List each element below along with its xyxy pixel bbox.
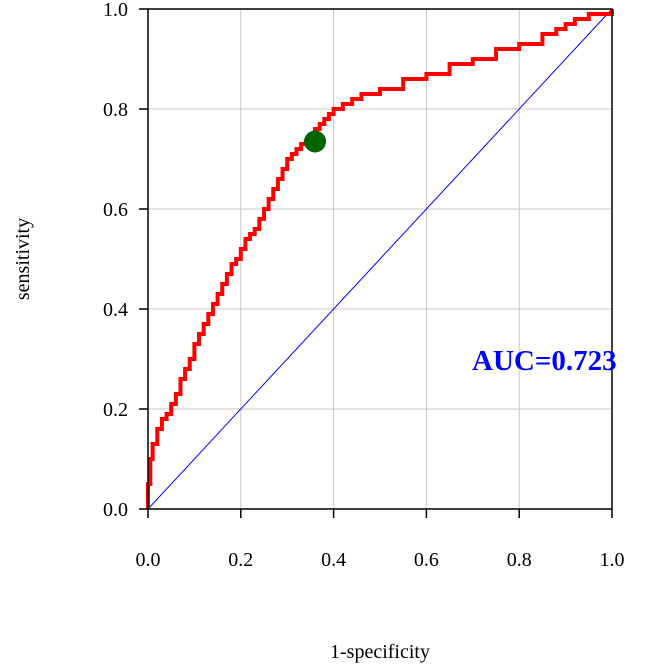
cutoff-point-layer — [304, 130, 327, 153]
diagonal-reference-line — [147, 8, 613, 510]
plot-area-border — [147, 8, 613, 510]
y-tick-label-5: 1.0 — [103, 0, 128, 21]
auc-annotation: AUC=0.723 — [472, 345, 617, 377]
roc-curve-layer — [146, 9, 614, 509]
x-tick-label-1: 0.2 — [228, 549, 253, 571]
y-tick-label-2: 0.4 — [103, 299, 128, 321]
y-tick-label-4: 0.8 — [103, 99, 128, 121]
y-tick-label-1: 0.2 — [103, 399, 128, 421]
y-axis-ticks: 0.0 0.2 0.4 0.6 0.8 1.0 — [103, 0, 148, 521]
x-axis-ticks: 0.0 0.2 0.4 0.6 0.8 1.0 — [136, 509, 625, 571]
roc-curve — [146, 9, 614, 509]
x-tick-label-5: 1.0 — [600, 549, 625, 571]
optimal-cutoff-point-0 — [304, 130, 327, 153]
x-tick-label-3: 0.6 — [414, 549, 439, 571]
y-axis-title: sensitivity — [12, 218, 34, 300]
x-tick-label-2: 0.4 — [321, 549, 346, 571]
diagonal-reference-layer — [147, 8, 613, 510]
x-tick-label-0: 0.0 — [136, 549, 161, 571]
y-tick-label-3: 0.6 — [103, 199, 128, 221]
x-axis-title: 1-specificity — [330, 641, 430, 663]
y-tick-label-0: 0.0 — [103, 499, 128, 521]
x-tick-label-4: 0.8 — [507, 549, 532, 571]
